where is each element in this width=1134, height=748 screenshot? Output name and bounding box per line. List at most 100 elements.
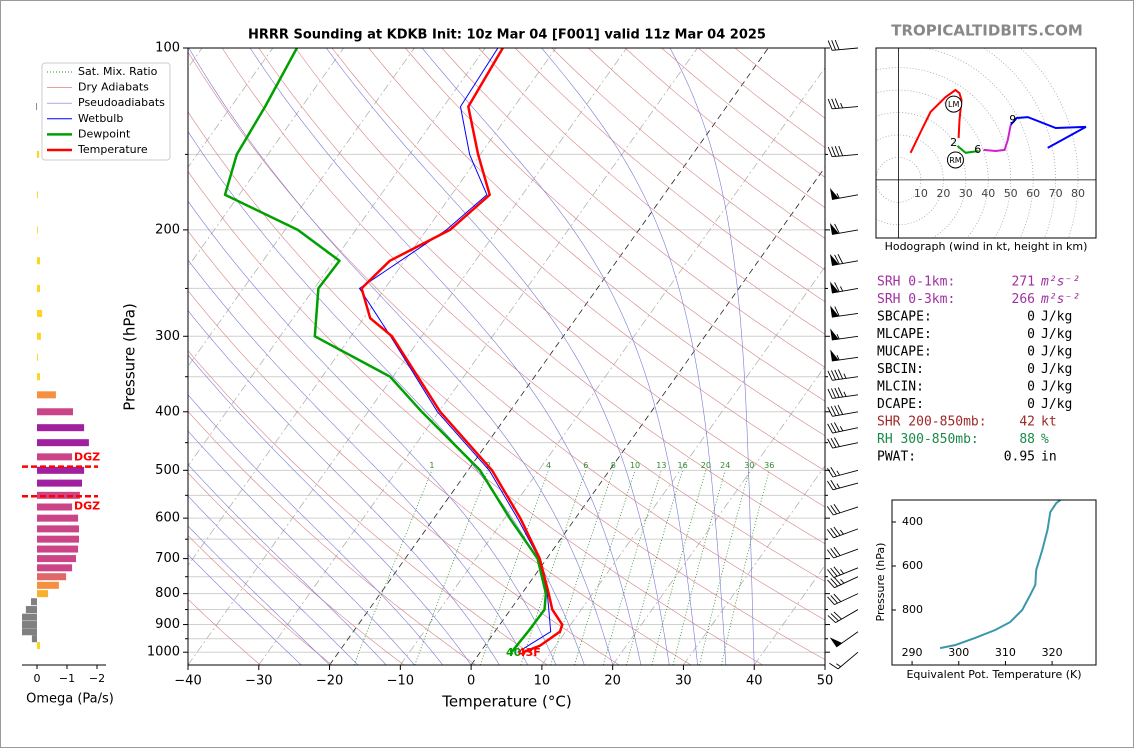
dry-adiabat bbox=[331, 48, 825, 472]
index-label: PWAT: bbox=[877, 450, 916, 465]
storm-motion-label: LM bbox=[948, 100, 959, 109]
dry-adiabat bbox=[188, 230, 692, 665]
dry-adiabat bbox=[258, 48, 825, 545]
y-tick-label: 200 bbox=[155, 222, 180, 237]
wind-barb bbox=[827, 39, 859, 51]
moist-adiabat bbox=[188, 48, 613, 665]
dry-adiabat bbox=[188, 111, 825, 661]
mixing-ratio-line bbox=[574, 470, 636, 665]
wind-barb bbox=[827, 479, 859, 491]
moist-adiabat bbox=[188, 394, 444, 665]
dgz-label: DGZ bbox=[74, 451, 100, 464]
omega-bar bbox=[22, 628, 37, 636]
index-value: 0 bbox=[1027, 380, 1035, 395]
omega-bar bbox=[37, 332, 41, 340]
hodograph-tick-label: 80 bbox=[1071, 187, 1085, 200]
index-value: 0 bbox=[1027, 310, 1035, 325]
omega-bar bbox=[37, 284, 40, 292]
index-label: DCAPE: bbox=[877, 397, 924, 412]
hodograph-line bbox=[1009, 116, 1087, 149]
legend-label: Temperature bbox=[77, 143, 148, 156]
omega-bar bbox=[37, 555, 76, 563]
x-tick-label: −10 bbox=[387, 674, 414, 689]
profile-line bbox=[223, 48, 548, 653]
x-tick-label: −40 bbox=[174, 674, 201, 689]
index-unit: J/kg bbox=[1041, 327, 1072, 342]
index-unit: J/kg bbox=[1041, 397, 1072, 412]
wind-barb bbox=[827, 422, 859, 434]
dry-adiabat bbox=[188, 411, 476, 665]
index-label: RH 300-850mb: bbox=[877, 432, 979, 447]
y-tick-label: 300 bbox=[155, 329, 180, 344]
wind-barb bbox=[827, 437, 859, 449]
hodograph-tick-label: 30 bbox=[959, 187, 973, 200]
dry-adiabat bbox=[188, 170, 763, 665]
moist-adiabat bbox=[188, 354, 472, 665]
x-tick-label: 40 bbox=[746, 674, 763, 689]
x-tick-label: 50 bbox=[817, 674, 834, 689]
omega-bar bbox=[37, 257, 40, 265]
thetae-x-tick-label: 310 bbox=[995, 646, 1016, 659]
index-label: SBCIN: bbox=[877, 362, 924, 377]
wind-barb bbox=[830, 349, 859, 362]
omega-bar bbox=[37, 479, 82, 487]
wind-barb bbox=[830, 305, 859, 318]
wind-barb bbox=[829, 187, 859, 200]
hodograph-tick-label: 40 bbox=[981, 187, 995, 200]
hodograph-line bbox=[956, 145, 979, 154]
omega-bar bbox=[37, 525, 79, 533]
omega-bar bbox=[36, 103, 37, 111]
omega-bar bbox=[37, 439, 89, 447]
storm-motion-label: RM bbox=[949, 156, 962, 165]
index-label: MLCAPE: bbox=[877, 327, 932, 342]
moist-adiabat bbox=[188, 495, 359, 665]
moist-adiabat bbox=[188, 430, 415, 665]
storm-motion bbox=[946, 151, 964, 169]
index-value: 271 bbox=[1012, 275, 1035, 290]
profile-line bbox=[359, 48, 552, 653]
y-tick-label: 1000 bbox=[147, 645, 180, 660]
thetae-line bbox=[939, 499, 1062, 650]
isotherm bbox=[188, 48, 627, 665]
wind-barb bbox=[827, 145, 859, 158]
index-unit: J/kg bbox=[1041, 362, 1072, 377]
x-tick-label: 10 bbox=[534, 674, 551, 689]
legend-label: Sat. Mix. Ratio bbox=[78, 65, 158, 78]
index-label: SBCAPE: bbox=[877, 310, 932, 325]
omega-bar bbox=[25, 606, 37, 614]
omega-x-tick-label: −1 bbox=[59, 672, 75, 685]
wind-barb bbox=[827, 387, 859, 399]
omega-bar bbox=[37, 309, 43, 317]
wind-barb bbox=[829, 651, 859, 670]
isotherm bbox=[188, 48, 415, 367]
mixing-ratio-line bbox=[651, 470, 707, 665]
hodograph: 2 6 9 LM RM bbox=[876, 48, 1096, 238]
index-value: 0 bbox=[1027, 362, 1035, 377]
index-value: 0 bbox=[1027, 345, 1035, 360]
hodograph-tick-label: 20 bbox=[936, 187, 950, 200]
dry-adiabat bbox=[188, 535, 333, 665]
mixing-ratio-label: 1 bbox=[429, 461, 434, 470]
index-value: 88 bbox=[1019, 432, 1035, 447]
omega-bar bbox=[37, 150, 40, 158]
omega-bar bbox=[37, 226, 38, 234]
omega-bar bbox=[37, 590, 49, 598]
index-unit: kt bbox=[1041, 415, 1057, 430]
index-label: SRH 0-3km: bbox=[877, 292, 955, 307]
mixing-ratio-line bbox=[353, 470, 433, 665]
hodograph-tick-label: 50 bbox=[1004, 187, 1018, 200]
y-tick-label: 600 bbox=[155, 511, 180, 526]
omega-bar bbox=[37, 466, 85, 474]
wind-barb bbox=[829, 222, 859, 235]
y-tick-label: 500 bbox=[155, 463, 180, 478]
omega-bar bbox=[22, 621, 37, 629]
index-label: SHR 200-850mb: bbox=[877, 415, 987, 430]
isotherm bbox=[329, 48, 769, 665]
thetae-y-tick-label: 800 bbox=[902, 603, 923, 616]
x-tick-label: 20 bbox=[604, 674, 621, 689]
index-unit: m²s⁻² bbox=[1040, 292, 1080, 307]
legend-label: Wetbulb bbox=[78, 112, 123, 125]
moist-adiabat bbox=[188, 525, 330, 665]
dry-adiabat bbox=[514, 48, 825, 303]
omega-bar bbox=[37, 535, 79, 543]
